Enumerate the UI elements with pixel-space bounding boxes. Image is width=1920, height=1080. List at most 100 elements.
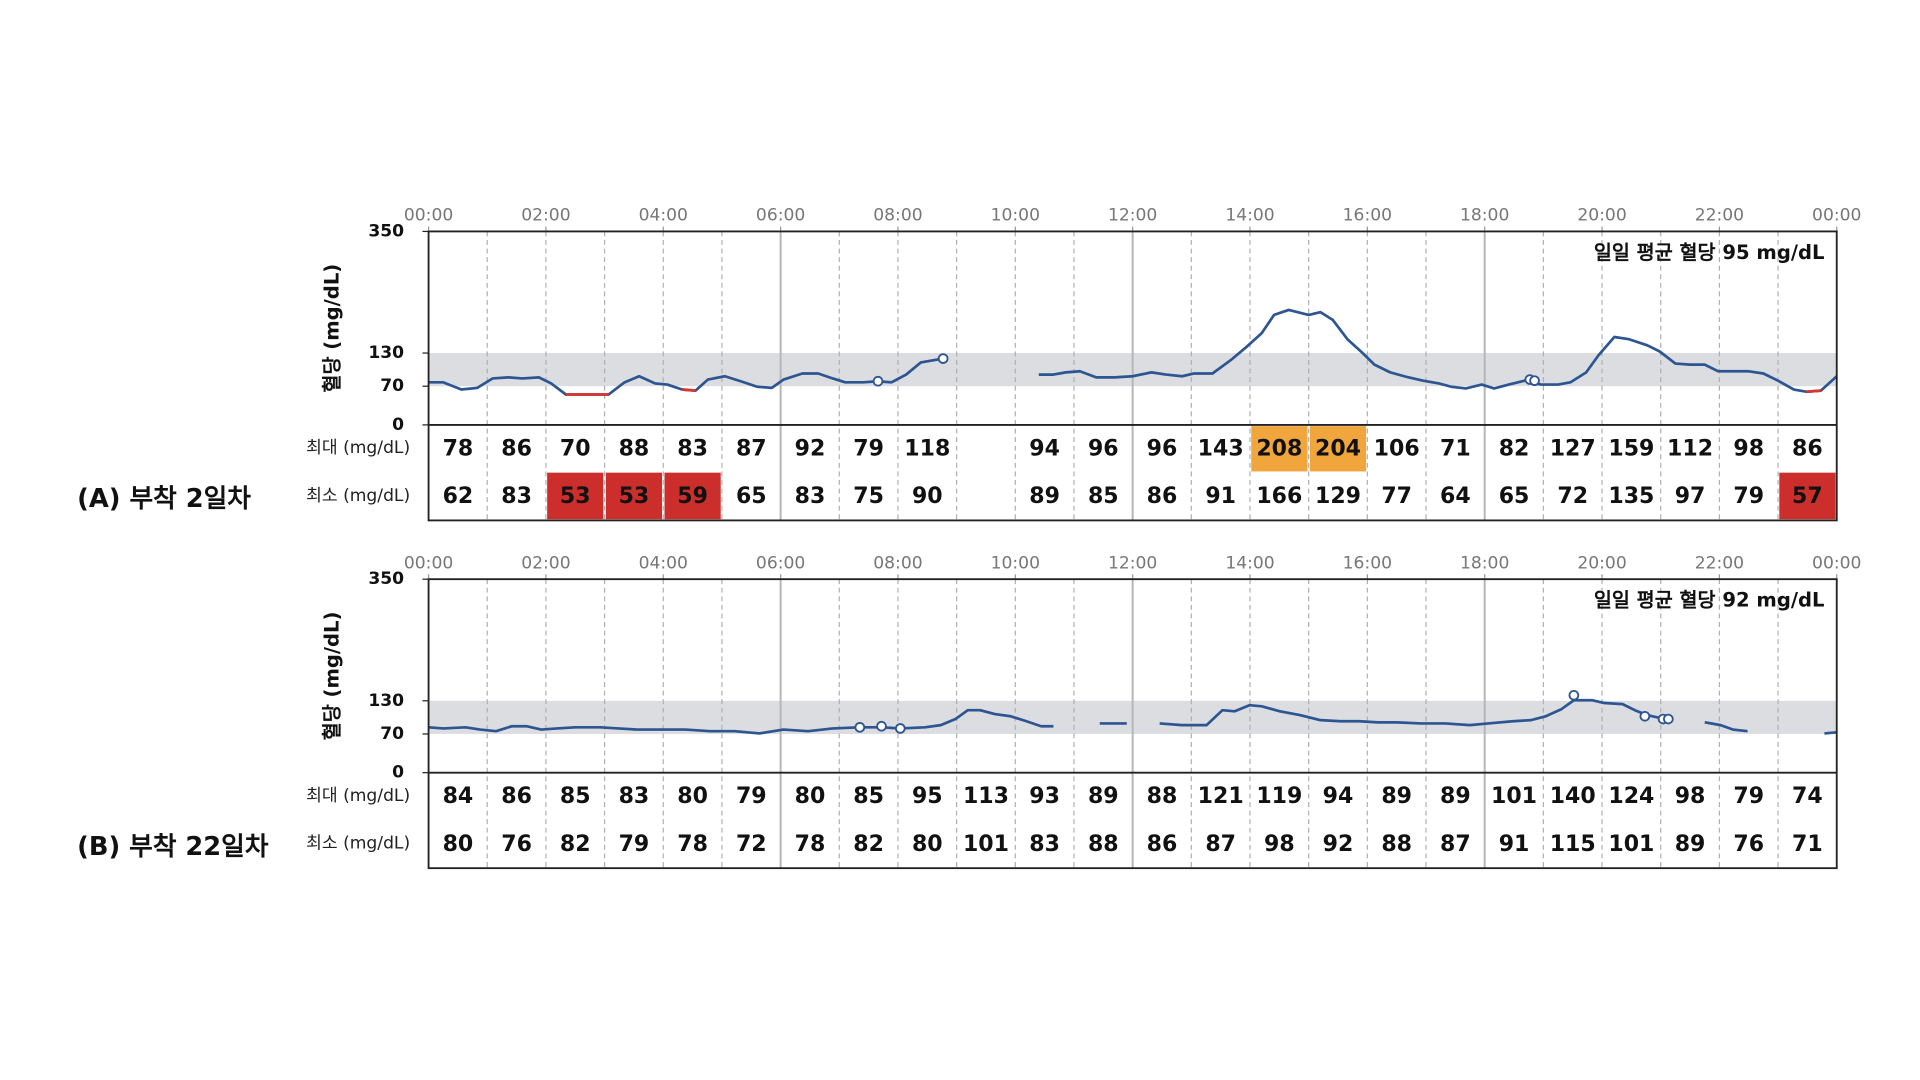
x-tick-label: 18:00 [1460, 206, 1509, 226]
table-cell: 71 [1792, 832, 1823, 857]
table-cell: 89 [1088, 784, 1119, 809]
table-cell: 112 [1667, 436, 1713, 461]
table-cell: 53 [619, 484, 650, 509]
table-cell: 127 [1550, 436, 1596, 461]
table-cell: 204 [1315, 436, 1361, 461]
table-cell: 80 [912, 832, 943, 857]
x-tick-label: 22:00 [1695, 206, 1744, 226]
row-label: 최대 (mg/dL) [306, 438, 410, 458]
y-tick-label: 350 [368, 221, 404, 241]
table-cell: 83 [677, 436, 708, 461]
table-cell: 106 [1374, 436, 1420, 461]
table-cell: 85 [1088, 484, 1119, 509]
event-marker [872, 375, 884, 387]
table-cell: 86 [1147, 484, 1178, 509]
table-cell: 80 [795, 784, 826, 809]
x-tick-label: 08:00 [873, 206, 922, 226]
table-cell: 140 [1550, 784, 1596, 809]
x-tick-label: 18:00 [1460, 553, 1509, 573]
x-tick-label: 20:00 [1577, 553, 1626, 573]
glucose-line [565, 388, 1821, 396]
x-tick-label: 06:00 [756, 206, 805, 226]
table-cell: 90 [912, 484, 943, 509]
table-cell: 82 [1499, 436, 1530, 461]
table-cell: 83 [795, 484, 826, 509]
table-cell: 79 [1733, 484, 1764, 509]
table-cell: 85 [560, 784, 591, 809]
y-tick-label: 70 [380, 376, 404, 396]
table-cell: 208 [1256, 436, 1302, 461]
x-tick-label: 12:00 [1108, 206, 1157, 226]
table-cell: 97 [1675, 484, 1706, 509]
table-cell: 83 [1029, 832, 1060, 857]
table-cell: 115 [1550, 832, 1596, 857]
table-cell: 87 [1440, 832, 1471, 857]
table-cell: 95 [912, 784, 943, 809]
table-cell: 89 [1675, 832, 1706, 857]
table-cell: 72 [736, 832, 767, 857]
table-cell: 76 [501, 832, 532, 857]
table-cell: 91 [1499, 832, 1530, 857]
table-cell: 57 [1792, 484, 1823, 509]
table-cell: 124 [1608, 784, 1654, 809]
table-cell: 98 [1675, 784, 1706, 809]
x-tick-label: 00:00 [1812, 206, 1861, 226]
y-tick-label: 350 [368, 569, 404, 589]
table-cell: 79 [619, 832, 650, 857]
table-cell: 65 [1499, 484, 1530, 509]
table-cell: 91 [1205, 484, 1236, 509]
table-cell: 84 [443, 784, 474, 809]
table-cell: 101 [963, 832, 1009, 857]
cell-highlight [1309, 426, 1367, 472]
table-cell: 78 [443, 436, 474, 461]
table-cell: 89 [1381, 784, 1412, 809]
panel-title: (B) 부착 22일차 [77, 832, 269, 862]
table-cell: 78 [795, 832, 826, 857]
table-cell: 113 [963, 784, 1009, 809]
table-cell: 159 [1608, 436, 1654, 461]
x-tick-label: 00:00 [1812, 553, 1861, 573]
x-tick-label: 16:00 [1343, 206, 1392, 226]
table-cell: 89 [1440, 784, 1471, 809]
y-tick-label: 0 [392, 763, 404, 783]
x-tick-label: 08:00 [873, 553, 922, 573]
table-cell: 96 [1088, 436, 1119, 461]
event-marker [854, 721, 866, 733]
table-cell: 86 [501, 784, 532, 809]
table-cell: 98 [1264, 832, 1295, 857]
x-tick-label: 02:00 [521, 553, 570, 573]
table-cell: 75 [853, 484, 884, 509]
table-cell: 87 [1205, 832, 1236, 857]
table-cell: 119 [1256, 784, 1302, 809]
table-cell: 79 [1733, 784, 1764, 809]
x-tick-label: 00:00 [404, 553, 453, 573]
y-tick-label: 130 [368, 343, 404, 363]
table-cell: 79 [853, 436, 884, 461]
event-marker [876, 720, 887, 732]
event-marker [894, 723, 906, 734]
x-tick-label: 16:00 [1343, 553, 1392, 573]
y-axis-label: 혈당 (mg/dL) [321, 264, 344, 393]
table-cell: 94 [1029, 436, 1060, 461]
table-cell: 88 [1147, 784, 1178, 809]
table-cell: 88 [619, 436, 650, 461]
table-cell: 64 [1440, 484, 1471, 509]
x-tick-label: 04:00 [639, 206, 688, 226]
panel-title: (A) 부착 2일차 [77, 484, 251, 514]
table-cell: 88 [1088, 832, 1119, 857]
table-cell: 101 [1608, 832, 1654, 857]
table-cell: 83 [619, 784, 650, 809]
x-tick-label: 22:00 [1695, 553, 1744, 573]
row-label: 최대 (mg/dL) [306, 786, 410, 806]
y-tick-label: 0 [392, 415, 404, 435]
daily-average: 일일 평균 혈당 92 mg/dL [1594, 589, 1825, 612]
x-tick-label: 00:00 [404, 206, 453, 226]
table-cell: 129 [1315, 484, 1361, 509]
cell-highlight [605, 472, 663, 520]
row-label: 최소 (mg/dL) [306, 834, 410, 854]
table-cell: 78 [677, 832, 708, 857]
table-cell: 166 [1256, 484, 1302, 509]
cell-highlight [1779, 472, 1836, 520]
